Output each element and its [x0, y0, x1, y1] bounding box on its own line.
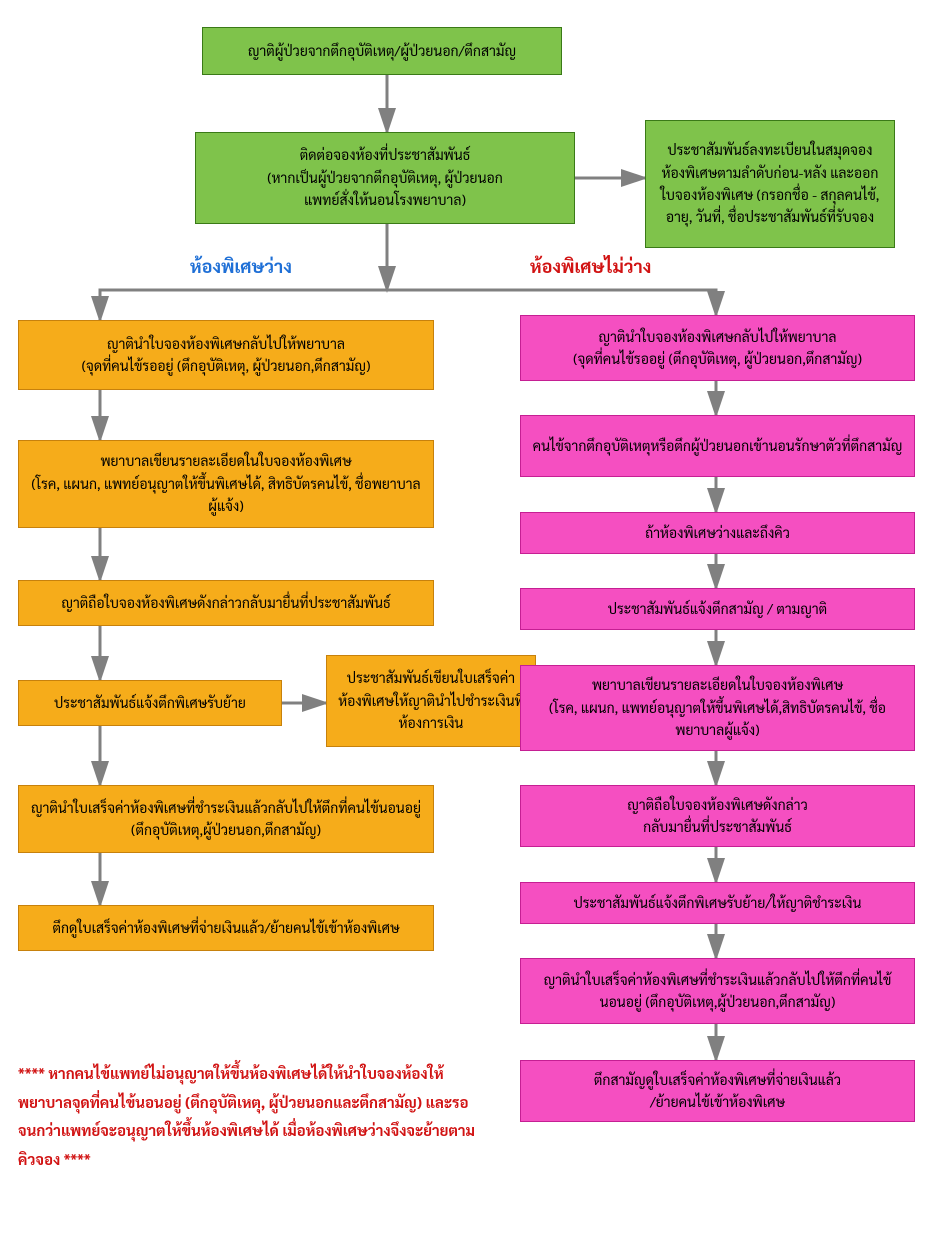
node-text: ติดต่อจองห้องที่ประชาสัมพันธ์(หากเป็นผู้… [267, 144, 503, 211]
footnote-text: **** หากคนไข้แพทย์ไม่อนุญาตให้ขึ้นห้องพิ… [18, 1064, 475, 1169]
node-r3: ถ้าห้องพิเศษว่างและถึงคิว [520, 512, 915, 554]
node-contact: ติดต่อจองห้องที่ประชาสัมพันธ์(หากเป็นผู้… [195, 132, 575, 224]
node-r9: ตึกสามัญดูใบเสร็จค่าห้องพิเศษที่จ่ายเงิน… [520, 1060, 915, 1122]
footnote: **** หากคนไข้แพทย์ไม่อนุญาตให้ขึ้นห้องพิ… [18, 1060, 488, 1174]
node-r5: พยาบาลเขียนรายละเอียดในใบจองห้องพิเศษ(โร… [520, 665, 915, 751]
node-l4: ประชาสัมพันธ์แจ้งตึกพิเศษรับย้าย [18, 680, 282, 726]
node-r1: ญาตินำใบจองห้องพิเศษกลับไปให้พยาบาล(จุดท… [520, 315, 915, 381]
node-r7: ประชาสัมพันธ์แจ้งตึกพิเศษรับย้าย/ให้ญาติ… [520, 882, 915, 924]
node-text: ประชาสัมพันธ์เขียนใบเสร็จค่าห้องพิเศษให้… [337, 667, 525, 734]
node-l3: ญาติถือใบจองห้องพิเศษดังกล่าวกลับมายื่นท… [18, 580, 434, 626]
node-text: ญาตินำใบเสร็จค่าห้องพิเศษที่ชำระเงินแล้ว… [531, 969, 904, 1014]
node-r4: ประชาสัมพันธ์แจ้งตึกสามัญ / ตามญาติ [520, 588, 915, 630]
node-text: ญาติถือใบจองห้องพิเศษดังกล่าวกลับมายื่นท… [61, 592, 390, 614]
node-l2: พยาบาลเขียนรายละเอียดในใบจองห้องพิเศษ(โร… [18, 440, 434, 528]
label-text: ห้องพิเศษว่าง [190, 255, 292, 278]
node-register: ประชาสัมพันธ์ลงทะเบียนในสมุดจองห้องพิเศษ… [645, 120, 895, 248]
node-start: ญาติผู้ป่วยจากตึกอุบัติเหตุ/ผู้ป่วยนอก/ต… [202, 27, 562, 75]
branch-label-unavailable: ห้องพิเศษไม่ว่าง [530, 255, 651, 278]
node-text: พยาบาลเขียนรายละเอียดในใบจองห้องพิเศษ(โร… [29, 450, 423, 517]
node-text: ญาติผู้ป่วยจากตึกอุบัติเหตุ/ผู้ป่วยนอก/ต… [248, 40, 516, 62]
node-text: คนไข้จากตึกอุบัติเหตุหรือตึกผู้ป่วยนอกเข… [533, 435, 903, 457]
node-l4b: ประชาสัมพันธ์เขียนใบเสร็จค่าห้องพิเศษให้… [326, 655, 536, 747]
node-text: ตึกดูใบเสร็จค่าห้องพิเศษที่จ่ายเงินแล้ว/… [52, 917, 399, 939]
node-r2: คนไข้จากตึกอุบัติเหตุหรือตึกผู้ป่วยนอกเข… [520, 415, 915, 477]
node-l1: ญาตินำใบจองห้องพิเศษกลับไปให้พยาบาล(จุดท… [18, 320, 434, 390]
node-text: ประชาสัมพันธ์ลงทะเบียนในสมุดจองห้องพิเศษ… [656, 139, 884, 229]
node-l5: ญาตินำใบเสร็จค่าห้องพิเศษที่ชำระเงินแล้ว… [18, 785, 434, 853]
node-text: ประชาสัมพันธ์แจ้งตึกพิเศษรับย้าย/ให้ญาติ… [574, 892, 862, 914]
node-text: พยาบาลเขียนรายละเอียดในใบจองห้องพิเศษ(โร… [531, 674, 904, 741]
node-l6: ตึกดูใบเสร็จค่าห้องพิเศษที่จ่ายเงินแล้ว/… [18, 905, 434, 951]
flowchart-canvas: ญาติผู้ป่วยจากตึกอุบัติเหตุ/ผู้ป่วยนอก/ต… [0, 0, 937, 1235]
node-text: ประชาสัมพันธ์แจ้งตึกสามัญ / ตามญาติ [608, 598, 827, 620]
node-text: ญาตินำใบเสร็จค่าห้องพิเศษที่ชำระเงินแล้ว… [29, 797, 423, 842]
node-text: ถ้าห้องพิเศษว่างและถึงคิว [645, 522, 790, 544]
node-r8: ญาตินำใบเสร็จค่าห้องพิเศษที่ชำระเงินแล้ว… [520, 958, 915, 1024]
branch-label-available: ห้องพิเศษว่าง [190, 255, 292, 278]
node-r6: ญาติถือใบจองห้องพิเศษดังกล่าวกลับมายื่นท… [520, 785, 915, 847]
node-text: ญาตินำใบจองห้องพิเศษกลับไปให้พยาบาล(จุดท… [82, 333, 371, 378]
label-text: ห้องพิเศษไม่ว่าง [530, 255, 651, 278]
node-text: ญาติถือใบจองห้องพิเศษดังกล่าวกลับมายื่นท… [627, 794, 808, 839]
node-text: ญาตินำใบจองห้องพิเศษกลับไปให้พยาบาล(จุดท… [573, 326, 862, 371]
node-text: ประชาสัมพันธ์แจ้งตึกพิเศษรับย้าย [54, 692, 246, 714]
node-text: ตึกสามัญดูใบเสร็จค่าห้องพิเศษที่จ่ายเงิน… [594, 1069, 841, 1114]
